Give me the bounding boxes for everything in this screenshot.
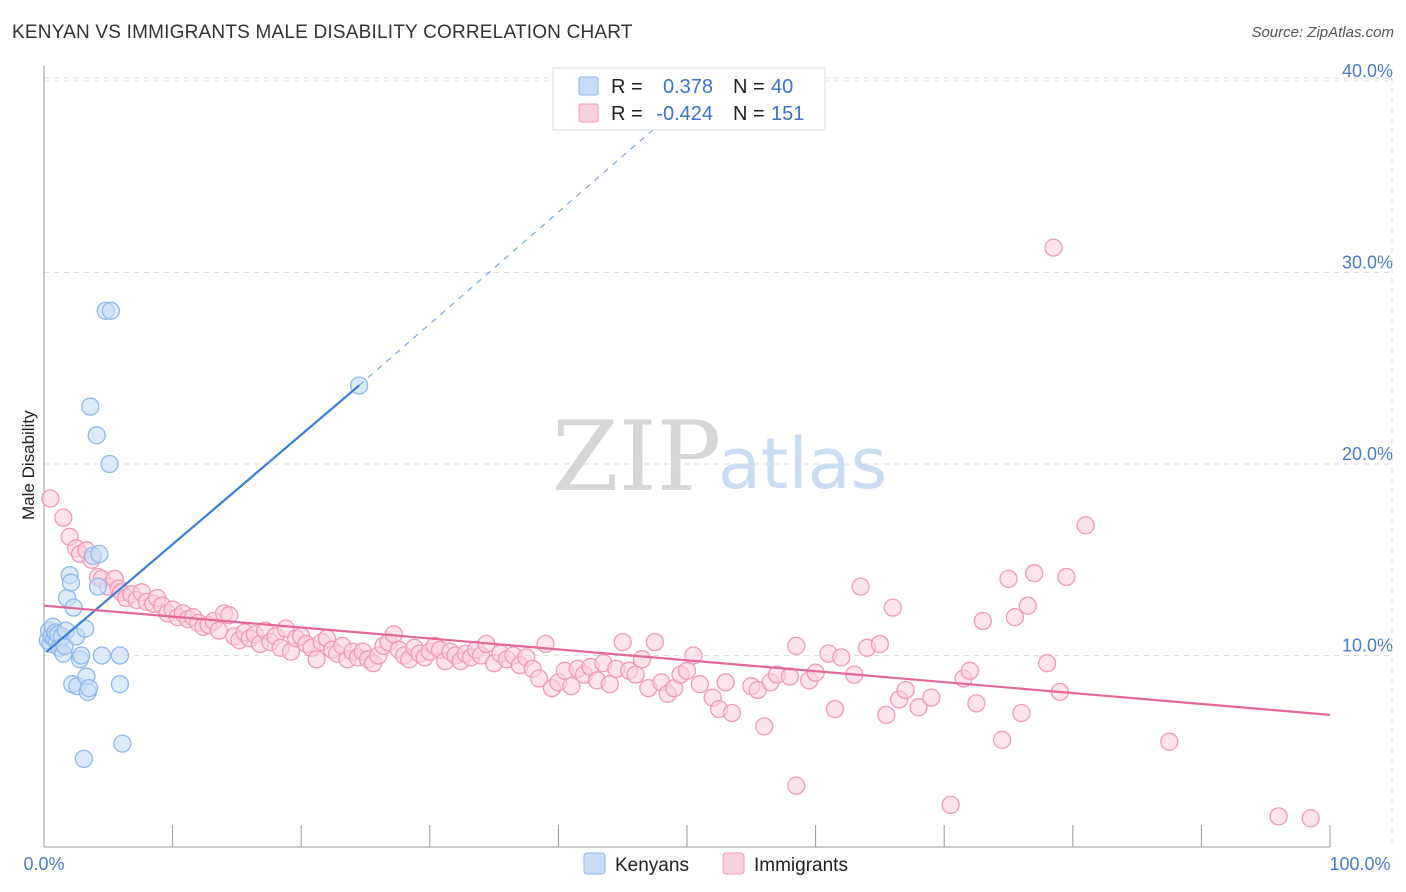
data-point-immigrants (780, 667, 800, 686)
series-kenyans (38, 301, 369, 769)
y-axis-title: Male Disability (19, 410, 38, 520)
data-point-kenyans (110, 675, 130, 694)
trendline-kenyans (45, 384, 360, 653)
data-point-kenyans (87, 426, 106, 445)
data-point-kenyans (110, 646, 130, 665)
data-point-immigrants (967, 694, 986, 713)
data-point-immigrants (787, 776, 806, 795)
bottom-legend-label-kenyans: Kenyans (615, 855, 689, 876)
trendline-layer (43, 99, 1331, 716)
data-point-kenyans (61, 573, 81, 592)
data-point-immigrants (960, 661, 980, 680)
data-point-immigrants (1076, 516, 1095, 535)
data-point-immigrants (722, 703, 742, 723)
data-point-immigrants (896, 680, 915, 700)
x-tick-label-end: 100.0% (1329, 854, 1390, 874)
x-tick-label-start: 0.0% (23, 854, 64, 874)
y-tick-label: 10.0% (1342, 636, 1393, 656)
data-point-immigrants (870, 634, 890, 654)
data-point-immigrants (825, 699, 845, 719)
data-point-immigrants (626, 665, 645, 684)
data-point-immigrants (922, 688, 941, 707)
chart-title: KENYAN VS IMMIGRANTS MALE DISABILITY COR… (12, 22, 633, 43)
y-tick-label: 30.0% (1342, 253, 1393, 273)
watermark-atlas: atlas (718, 423, 887, 505)
data-point-immigrants (307, 650, 326, 669)
legend-r-value-1: 0.378 (663, 76, 713, 98)
legend-r-value-2: -0.424 (656, 103, 713, 125)
legend-swatch-immigrants (578, 103, 599, 123)
data-point-kenyans (72, 646, 91, 665)
source-label: Source: ZipAtlas.com (1251, 24, 1394, 41)
data-point-immigrants (632, 650, 652, 669)
data-point-immigrants (600, 675, 619, 694)
data-point-immigrants (1301, 809, 1320, 828)
data-point-immigrants (999, 569, 1018, 589)
legend-r-label-2: R = (611, 103, 643, 125)
watermark: ZIP atlas (552, 401, 887, 513)
data-point-immigrants (787, 636, 806, 656)
trendline-extension-kenyans (358, 99, 688, 386)
data-point-kenyans (90, 544, 109, 564)
data-point-kenyans (101, 301, 121, 320)
data-point-immigrants (1057, 567, 1076, 587)
data-point-immigrants (1269, 807, 1288, 826)
bottom-legend-swatch-immigrants (722, 852, 745, 875)
data-point-immigrants (1012, 703, 1031, 723)
data-point-immigrants (716, 673, 735, 692)
legend-swatch-kenyans (578, 76, 599, 96)
series-layer (38, 238, 1320, 828)
gridlines: 10.0% 20.0% 30.0% 40.0% (44, 61, 1393, 847)
data-point-immigrants (1044, 238, 1063, 257)
data-point-immigrants (1160, 732, 1179, 751)
y-tick-label: 40.0% (1342, 61, 1393, 81)
data-point-kenyans (113, 734, 132, 753)
data-point-immigrants (613, 632, 632, 652)
data-point-kenyans (74, 749, 94, 769)
data-point-immigrants (877, 705, 896, 725)
data-point-immigrants (645, 632, 665, 652)
watermark-zip: ZIP (552, 401, 721, 513)
data-point-kenyans (100, 454, 119, 474)
data-point-immigrants (851, 577, 870, 596)
series-legend: Kenyans Immigrants (583, 852, 848, 876)
data-point-immigrants (941, 795, 960, 815)
trendline-immigrants (43, 604, 1331, 716)
bottom-legend-swatch-kenyans (583, 852, 606, 875)
data-point-immigrants (54, 508, 73, 527)
series-immigrants (41, 238, 1320, 828)
data-point-immigrants (1018, 596, 1037, 615)
data-point-immigrants (677, 661, 697, 680)
data-point-immigrants (562, 676, 581, 696)
stats-legend: R = 0.378 N = 40 R = -0.424 N = 151 (552, 67, 826, 131)
data-point-immigrants (755, 717, 774, 736)
data-point-immigrants (992, 730, 1012, 749)
data-point-immigrants (973, 611, 992, 631)
data-point-immigrants (832, 648, 851, 667)
data-point-immigrants (1005, 608, 1025, 627)
data-point-immigrants (209, 621, 229, 640)
data-point-immigrants (536, 634, 555, 654)
y-tick-label: 20.0% (1342, 444, 1393, 464)
data-point-kenyans (79, 678, 99, 698)
data-point-immigrants (529, 669, 549, 688)
legend-n-value-1: 40 (771, 76, 793, 98)
data-point-immigrants (1037, 654, 1057, 673)
data-point-immigrants (220, 606, 239, 625)
data-point-immigrants (1025, 564, 1044, 583)
legend-n-label-2: N = (733, 103, 765, 125)
bottom-legend-label-immigrants: Immigrants (754, 855, 848, 876)
legend-n-label-1: N = (733, 76, 765, 98)
data-point-immigrants (690, 675, 710, 694)
axes: 0.0% 100.0% (23, 66, 1391, 874)
data-point-immigrants (883, 598, 902, 617)
legend-r-label-1: R = (611, 76, 643, 98)
legend-n-value-2: 151 (771, 103, 804, 125)
data-point-immigrants (41, 489, 60, 508)
data-point-kenyans (88, 577, 108, 596)
data-point-kenyans (92, 646, 112, 665)
data-point-kenyans (81, 397, 100, 416)
data-point-immigrants (909, 698, 928, 717)
